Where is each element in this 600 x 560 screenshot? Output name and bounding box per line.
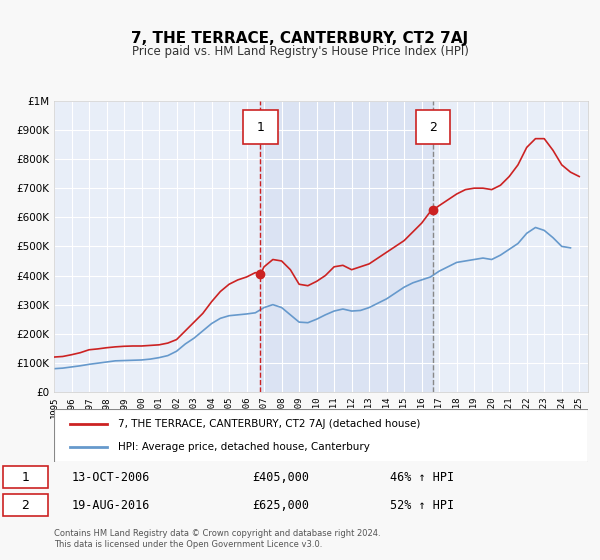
Text: Contains HM Land Registry data © Crown copyright and database right 2024.
This d: Contains HM Land Registry data © Crown c… (54, 529, 380, 549)
Text: £625,000: £625,000 (252, 498, 309, 512)
Bar (260, 101, 433, 392)
Text: 52% ↑ HPI: 52% ↑ HPI (390, 498, 454, 512)
Text: Price paid vs. HM Land Registry's House Price Index (HPI): Price paid vs. HM Land Registry's House … (131, 45, 469, 58)
Text: 2: 2 (21, 498, 29, 512)
Text: 1: 1 (256, 120, 265, 133)
Text: 2: 2 (429, 120, 437, 133)
FancyBboxPatch shape (54, 409, 588, 462)
Text: 13-OCT-2006: 13-OCT-2006 (72, 470, 151, 484)
Text: 46% ↑ HPI: 46% ↑ HPI (390, 470, 454, 484)
Text: 7, THE TERRACE, CANTERBURY, CT2 7AJ: 7, THE TERRACE, CANTERBURY, CT2 7AJ (131, 31, 469, 46)
FancyBboxPatch shape (244, 110, 278, 144)
Text: 1: 1 (21, 470, 29, 484)
Text: HPI: Average price, detached house, Canterbury: HPI: Average price, detached house, Cant… (118, 442, 370, 452)
Text: 19-AUG-2016: 19-AUG-2016 (72, 498, 151, 512)
Text: £405,000: £405,000 (252, 470, 309, 484)
FancyBboxPatch shape (3, 494, 48, 516)
FancyBboxPatch shape (3, 466, 48, 488)
FancyBboxPatch shape (416, 110, 450, 144)
Text: 7, THE TERRACE, CANTERBURY, CT2 7AJ (detached house): 7, THE TERRACE, CANTERBURY, CT2 7AJ (det… (118, 419, 421, 429)
